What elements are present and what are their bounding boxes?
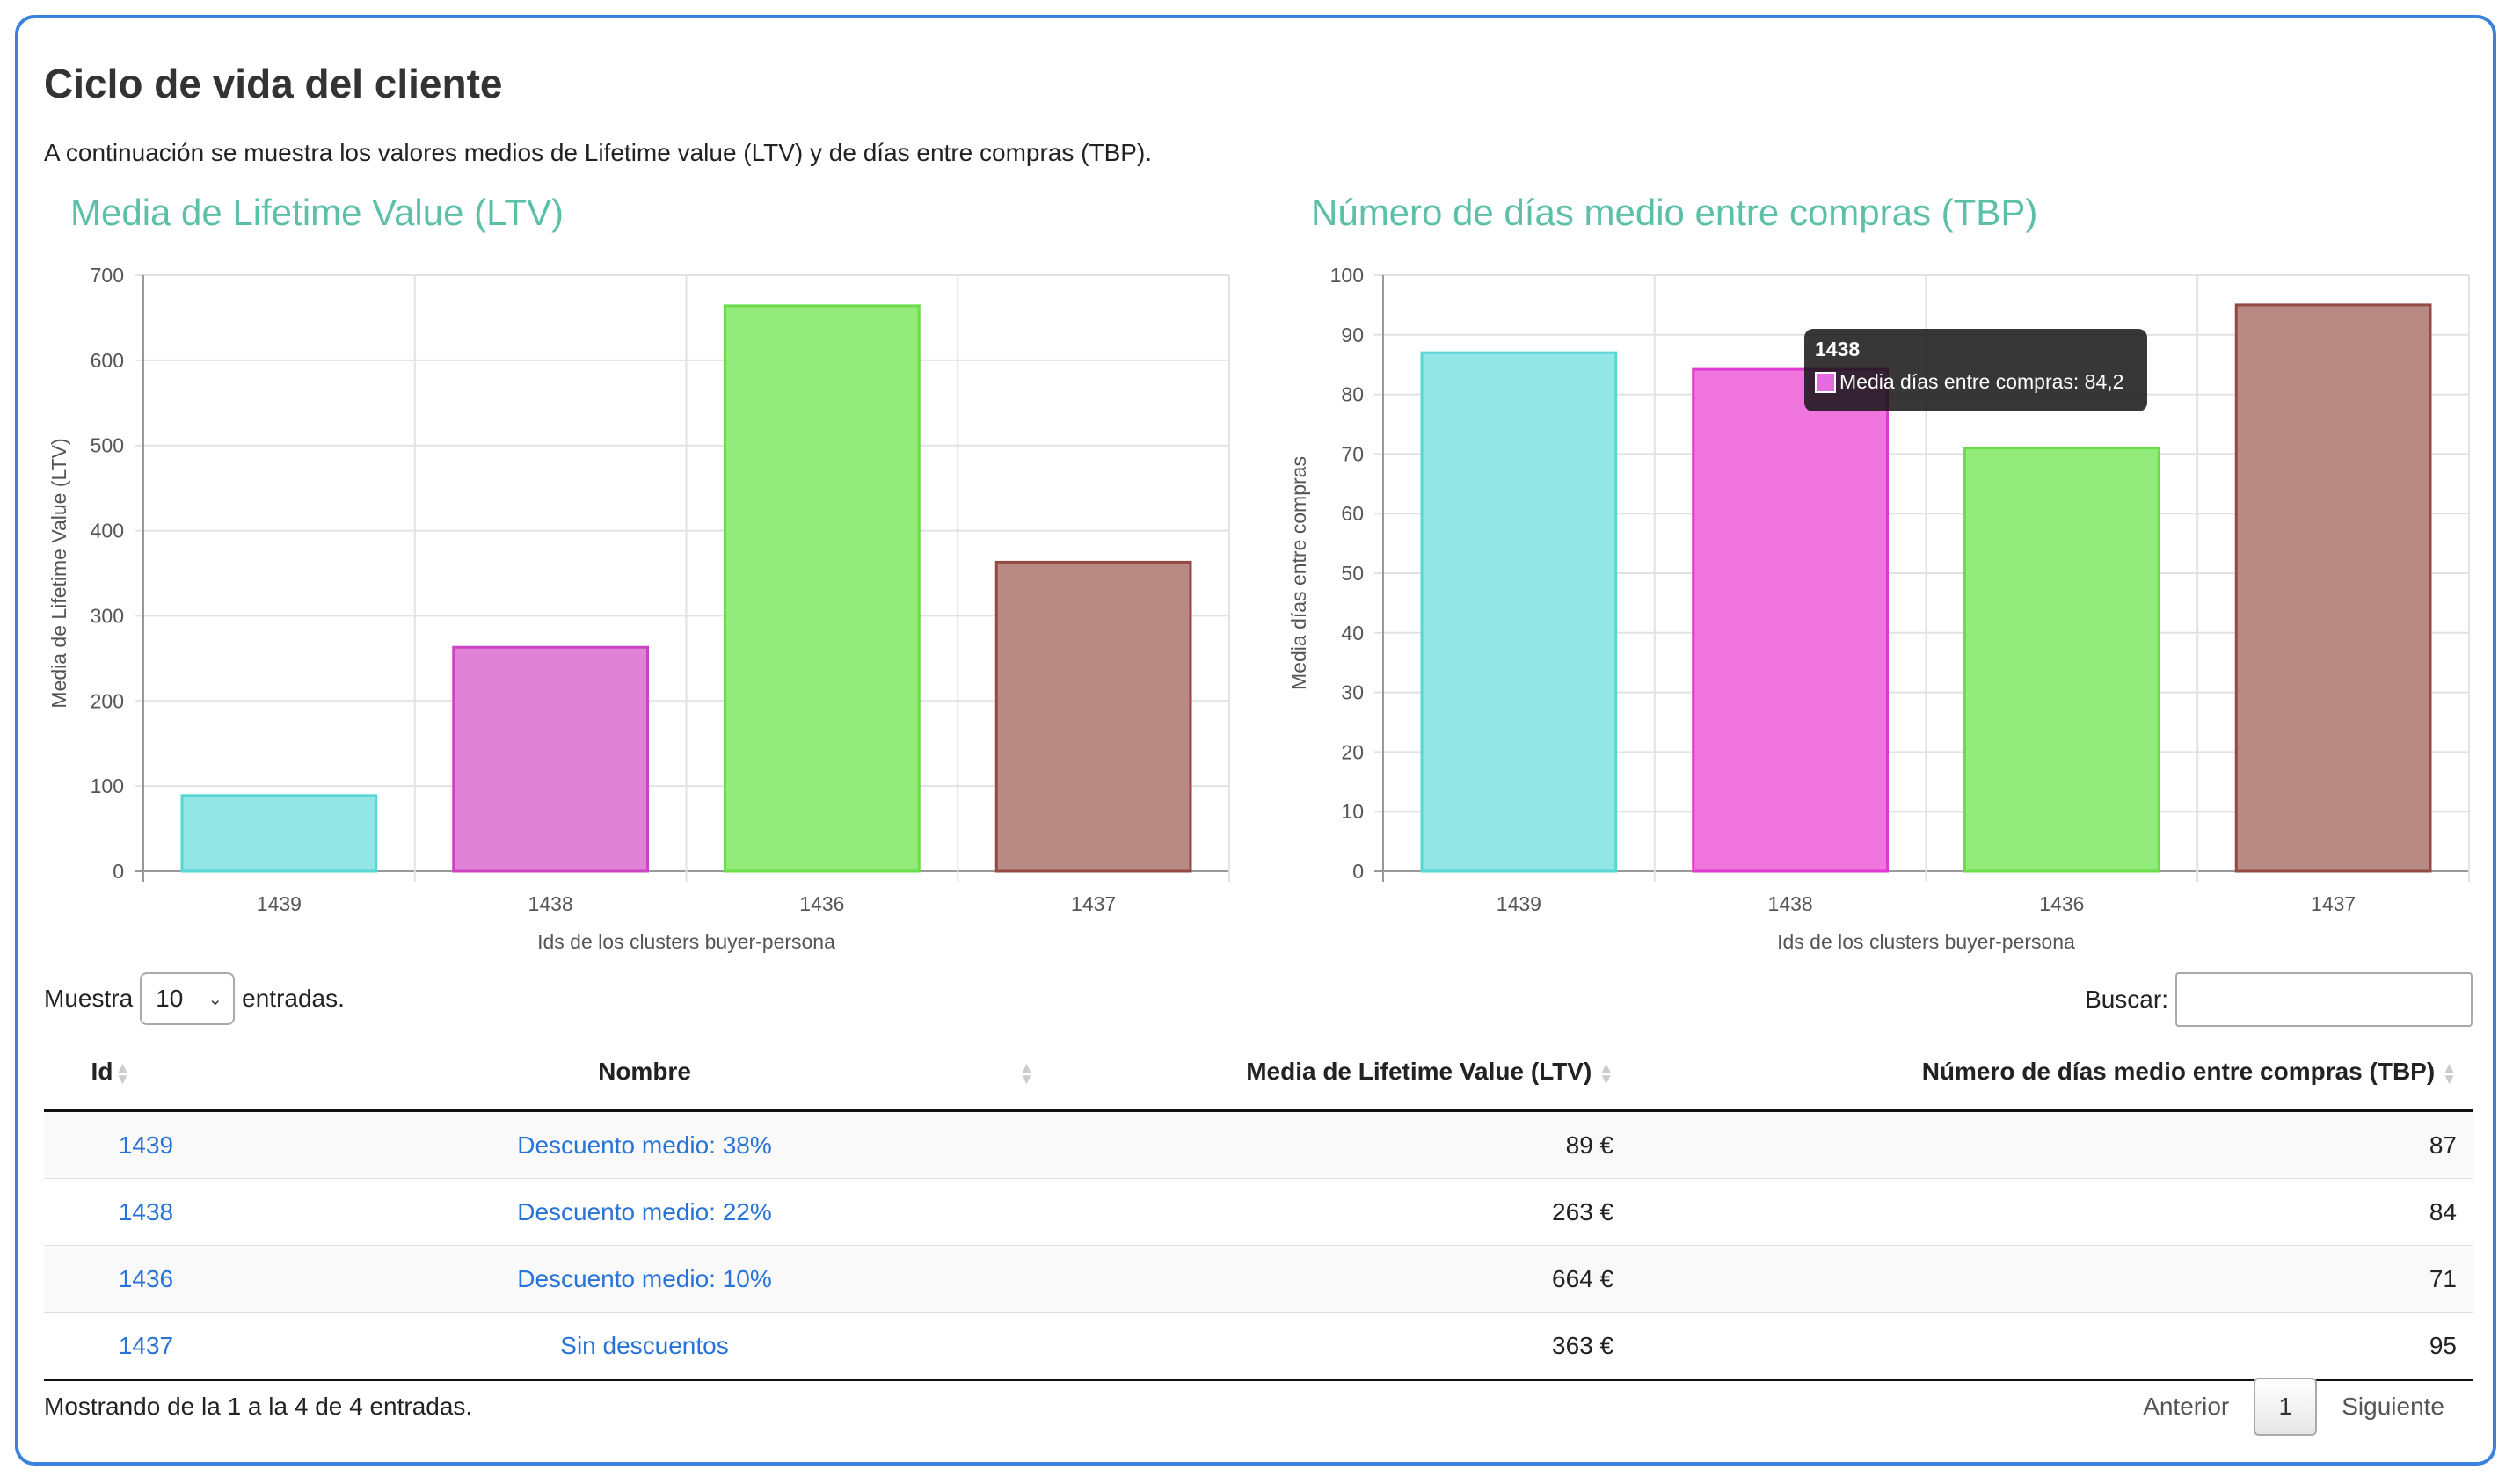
clusters-table: Id ▲ ▼ Nombre ▲ ▼ Media de Lifetime Value … (44, 1034, 2473, 1381)
x-axis-title: Ids de los clusters buyer-persona (1777, 930, 2075, 953)
chart-tooltip: 1438 Media días entre compras: 84,2 (1804, 329, 2147, 411)
entries-prefix-label: Muestra (44, 985, 134, 1012)
y-tick-label: 30 (1341, 681, 1364, 704)
table-info-text: Mostrando de la 1 a la 4 de 4 entradas. (44, 1393, 473, 1420)
table-row: 1437 Sin descuentos 363 € 95 (44, 1312, 2473, 1381)
y-tick-label: 300 (91, 604, 124, 627)
y-tick-label: 100 (91, 775, 124, 797)
x-tick-label: 1439 (1497, 892, 1541, 915)
table-row: 1438 Descuento medio: 22% 263 € 84 (44, 1178, 2473, 1246)
ltv-cell: 664 € (1041, 1245, 1623, 1313)
sort-icon: ▲ ▼ (115, 1059, 130, 1088)
x-tick-label: 1438 (528, 892, 573, 915)
y-tick-label: 400 (91, 520, 124, 542)
cluster-id-link[interactable]: 1439 (118, 1131, 174, 1159)
y-tick-label: 20 (1341, 740, 1364, 763)
y-tick-label: 0 (1352, 860, 1364, 883)
y-tick-label: 700 (91, 264, 124, 287)
page-1-button[interactable]: 1 (2254, 1378, 2318, 1436)
x-tick-label: 1437 (2311, 892, 2356, 915)
tooltip-label: Media días entre compras: 84,2 (1839, 370, 2124, 393)
pagination: Anterior 1 Siguiente (2118, 1378, 2469, 1436)
column-header-id-label: Id (91, 1058, 113, 1085)
cluster-name-link[interactable]: Descuento medio: 22% (517, 1197, 772, 1226)
y-tick-label: 10 (1341, 800, 1364, 823)
y-axis-title: Media de Lifetime Value (LTV) (47, 438, 70, 708)
column-header-ltv[interactable]: Media de Lifetime Value (LTV) ▲ ▼ (1041, 1034, 1623, 1112)
chevron-down-icon: ⌄ (208, 989, 223, 1009)
search-input[interactable] (2175, 972, 2473, 1027)
tbp-bar-chart: 0 10 20 30 40 50 60 70 80 90 100 1439 1438 1436 1437 Id… (1287, 264, 2470, 953)
page-title: Ciclo de vida del cliente (44, 61, 503, 106)
column-header-id[interactable]: Id ▲ ▼ (44, 1034, 248, 1112)
search-label: Buscar: (2085, 986, 2168, 1013)
cluster-name-link[interactable]: Sin descuentos (560, 1331, 729, 1359)
tbp-cell: 84 (1622, 1178, 2473, 1246)
ltv-cell: 363 € (1041, 1312, 1623, 1381)
x-axis-title: Ids de los clusters buyer-persona (537, 930, 835, 953)
cluster-id-link[interactable]: 1437 (118, 1331, 174, 1359)
tooltip-color-swatch (1815, 371, 1836, 393)
y-tick-label: 200 (91, 689, 124, 712)
entries-per-page-value: 10 (156, 985, 184, 1012)
bar-1437[interactable] (994, 560, 1192, 873)
y-tick-label: 100 (1330, 264, 1364, 287)
sort-icon: ▲ ▼ (1599, 1058, 1614, 1088)
tbp-cell: 87 (1622, 1110, 2473, 1179)
y-tick-label: 50 (1341, 562, 1364, 585)
bar-1439[interactable] (1420, 351, 1618, 873)
tooltip-title: 1438 (1815, 338, 1861, 360)
sort-icon: ▲ ▼ (2442, 1058, 2457, 1088)
column-header-tbp-label: Número de días medio entre compras (TBP) (1921, 1058, 2436, 1085)
tbp-cell: 95 (1622, 1312, 2473, 1381)
x-tick-label: 1438 (1768, 892, 1813, 915)
bar-1439[interactable] (180, 794, 378, 873)
column-header-ltv-label: Media de Lifetime Value (LTV) (1246, 1058, 1592, 1085)
bar-1437[interactable] (2234, 303, 2432, 873)
ltv-bar-chart: 0 100 200 300 400 500 600 700 1439 1438 1436 1437 Id… (47, 264, 1230, 953)
previous-page-button[interactable]: Anterior (2143, 1393, 2230, 1420)
ltv-chart-title: Media de Lifetime Value (LTV) (70, 192, 565, 233)
y-tick-label: 90 (1341, 324, 1364, 346)
entries-suffix-label: entradas. (242, 985, 345, 1012)
next-page-button[interactable]: Siguiente (2342, 1393, 2444, 1420)
cluster-name-link[interactable]: Descuento medio: 10% (517, 1264, 772, 1292)
ltv-cell: 89 € (1041, 1110, 1623, 1179)
tbp-chart-title: Número de días medio entre compras (TBP) (1311, 192, 2038, 233)
y-tick-label: 60 (1341, 502, 1364, 525)
y-axis-title: Media días entre compras (1287, 456, 1310, 690)
column-header-tbp[interactable]: Número de días medio entre compras (TBP)… (1622, 1034, 2473, 1112)
y-tick-label: 0 (113, 860, 124, 883)
tbp-cell: 71 (1622, 1245, 2473, 1313)
entries-length-control: Muestra 10 ⌄ entradas. (44, 972, 345, 1025)
bar-1436[interactable] (1963, 447, 2160, 873)
table-search-control: Buscar: (2085, 972, 2473, 1027)
table-header-row: Id ▲ ▼ Nombre ▲ ▼ Media de Lifetime Value … (44, 1034, 2473, 1112)
bar-1438[interactable] (452, 645, 650, 873)
column-header-name-label: Nombre (598, 1058, 691, 1085)
x-tick-label: 1439 (257, 892, 302, 915)
table-row: 1436 Descuento medio: 10% 664 € 71 (44, 1245, 2473, 1313)
customer-lifecycle-card (15, 15, 2496, 1466)
table-row: 1439 Descuento medio: 38% 89 € 87 (44, 1110, 2473, 1179)
intro-text: A continuación se muestra los valores me… (44, 139, 1153, 166)
bar-1436[interactable] (723, 304, 921, 873)
cluster-id-link[interactable]: 1436 (118, 1264, 174, 1292)
x-tick-label: 1436 (799, 892, 844, 915)
entries-per-page-select[interactable]: 10 ⌄ (140, 972, 236, 1025)
y-tick-label: 70 (1341, 442, 1364, 465)
y-tick-label: 600 (91, 349, 124, 372)
column-header-name[interactable]: Nombre ▲ ▼ (248, 1034, 1041, 1112)
bar-1438[interactable] (1692, 367, 1890, 873)
cluster-id-link[interactable]: 1438 (118, 1197, 174, 1226)
x-tick-label: 1436 (2039, 892, 2084, 915)
y-tick-label: 80 (1341, 383, 1364, 406)
x-tick-label: 1437 (1071, 892, 1116, 915)
y-tick-label: 500 (91, 434, 124, 457)
ltv-cell: 263 € (1041, 1178, 1623, 1246)
y-tick-label: 40 (1341, 622, 1364, 644)
sort-icon: ▲ ▼ (1019, 1059, 1034, 1088)
cluster-name-link[interactable]: Descuento medio: 38% (517, 1131, 772, 1159)
